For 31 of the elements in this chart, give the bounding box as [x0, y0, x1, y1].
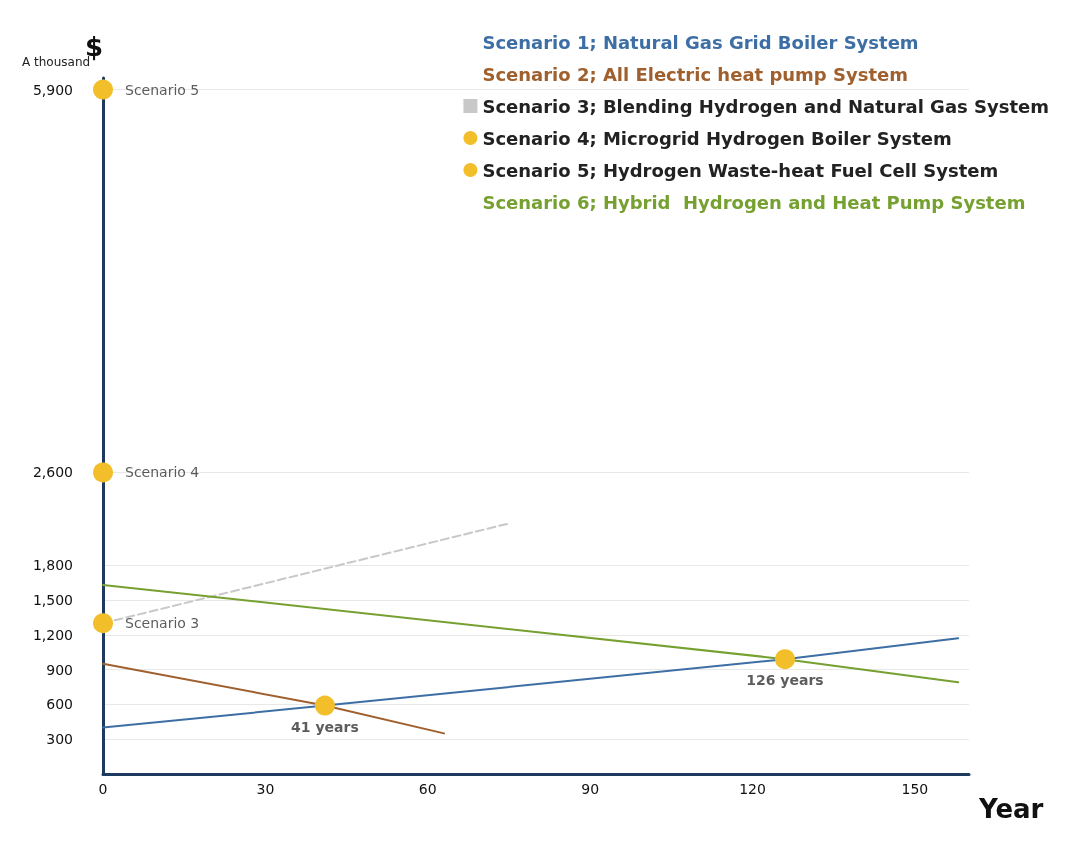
- text: Scenario 1; Natural Gas Grid Boiler System: [482, 31, 919, 53]
- legend-label: Scenario 3; Blending Hydrogen and Natural Gas System: [482, 95, 1050, 117]
- x-axis-title: Year: [978, 794, 1044, 824]
- y-tick-label: 900: [46, 661, 73, 678]
- annotation: Scenario 3: [125, 615, 200, 632]
- y-tick-label: 600: [46, 696, 73, 713]
- x-tick-label: 120: [739, 781, 766, 797]
- annotation: 126 years: [746, 672, 824, 689]
- point: [93, 613, 113, 634]
- x-tick-label: 150: [901, 781, 929, 797]
- text: Scenario 2; All Electric heat pump System: [482, 63, 908, 85]
- y-tick-label: 1,500: [32, 592, 73, 608]
- point: [775, 649, 795, 670]
- legend-label: Scenario 5; Hydrogen Waste-heat Fuel Cell System: [482, 159, 999, 181]
- annotation: Scenario 5: [125, 81, 200, 98]
- point: [93, 79, 113, 100]
- point: [314, 695, 335, 716]
- x-tick-label: 90: [581, 781, 600, 797]
- text: Scenario 6; Hybrid Hydrogen and Heat Pump System: [482, 191, 1026, 213]
- point: [93, 462, 113, 483]
- y-tick-label: 1,200: [32, 626, 73, 643]
- y-tick-label: 2,600: [32, 464, 73, 481]
- x-tick-label: 30: [256, 781, 275, 797]
- legend-label: Scenario 4; Microgrid Hydrogen Boiler System: [482, 127, 952, 149]
- x-tick-label: 0: [98, 781, 108, 797]
- y-tick-label: 300: [46, 731, 73, 748]
- x-tick-label: 60: [418, 781, 437, 797]
- annotation: 41 years: [291, 718, 359, 735]
- annotation: Scenario 4: [125, 464, 200, 481]
- y-tick-label: 5,900: [32, 81, 73, 98]
- y-tick-label: 1,800: [32, 557, 73, 574]
